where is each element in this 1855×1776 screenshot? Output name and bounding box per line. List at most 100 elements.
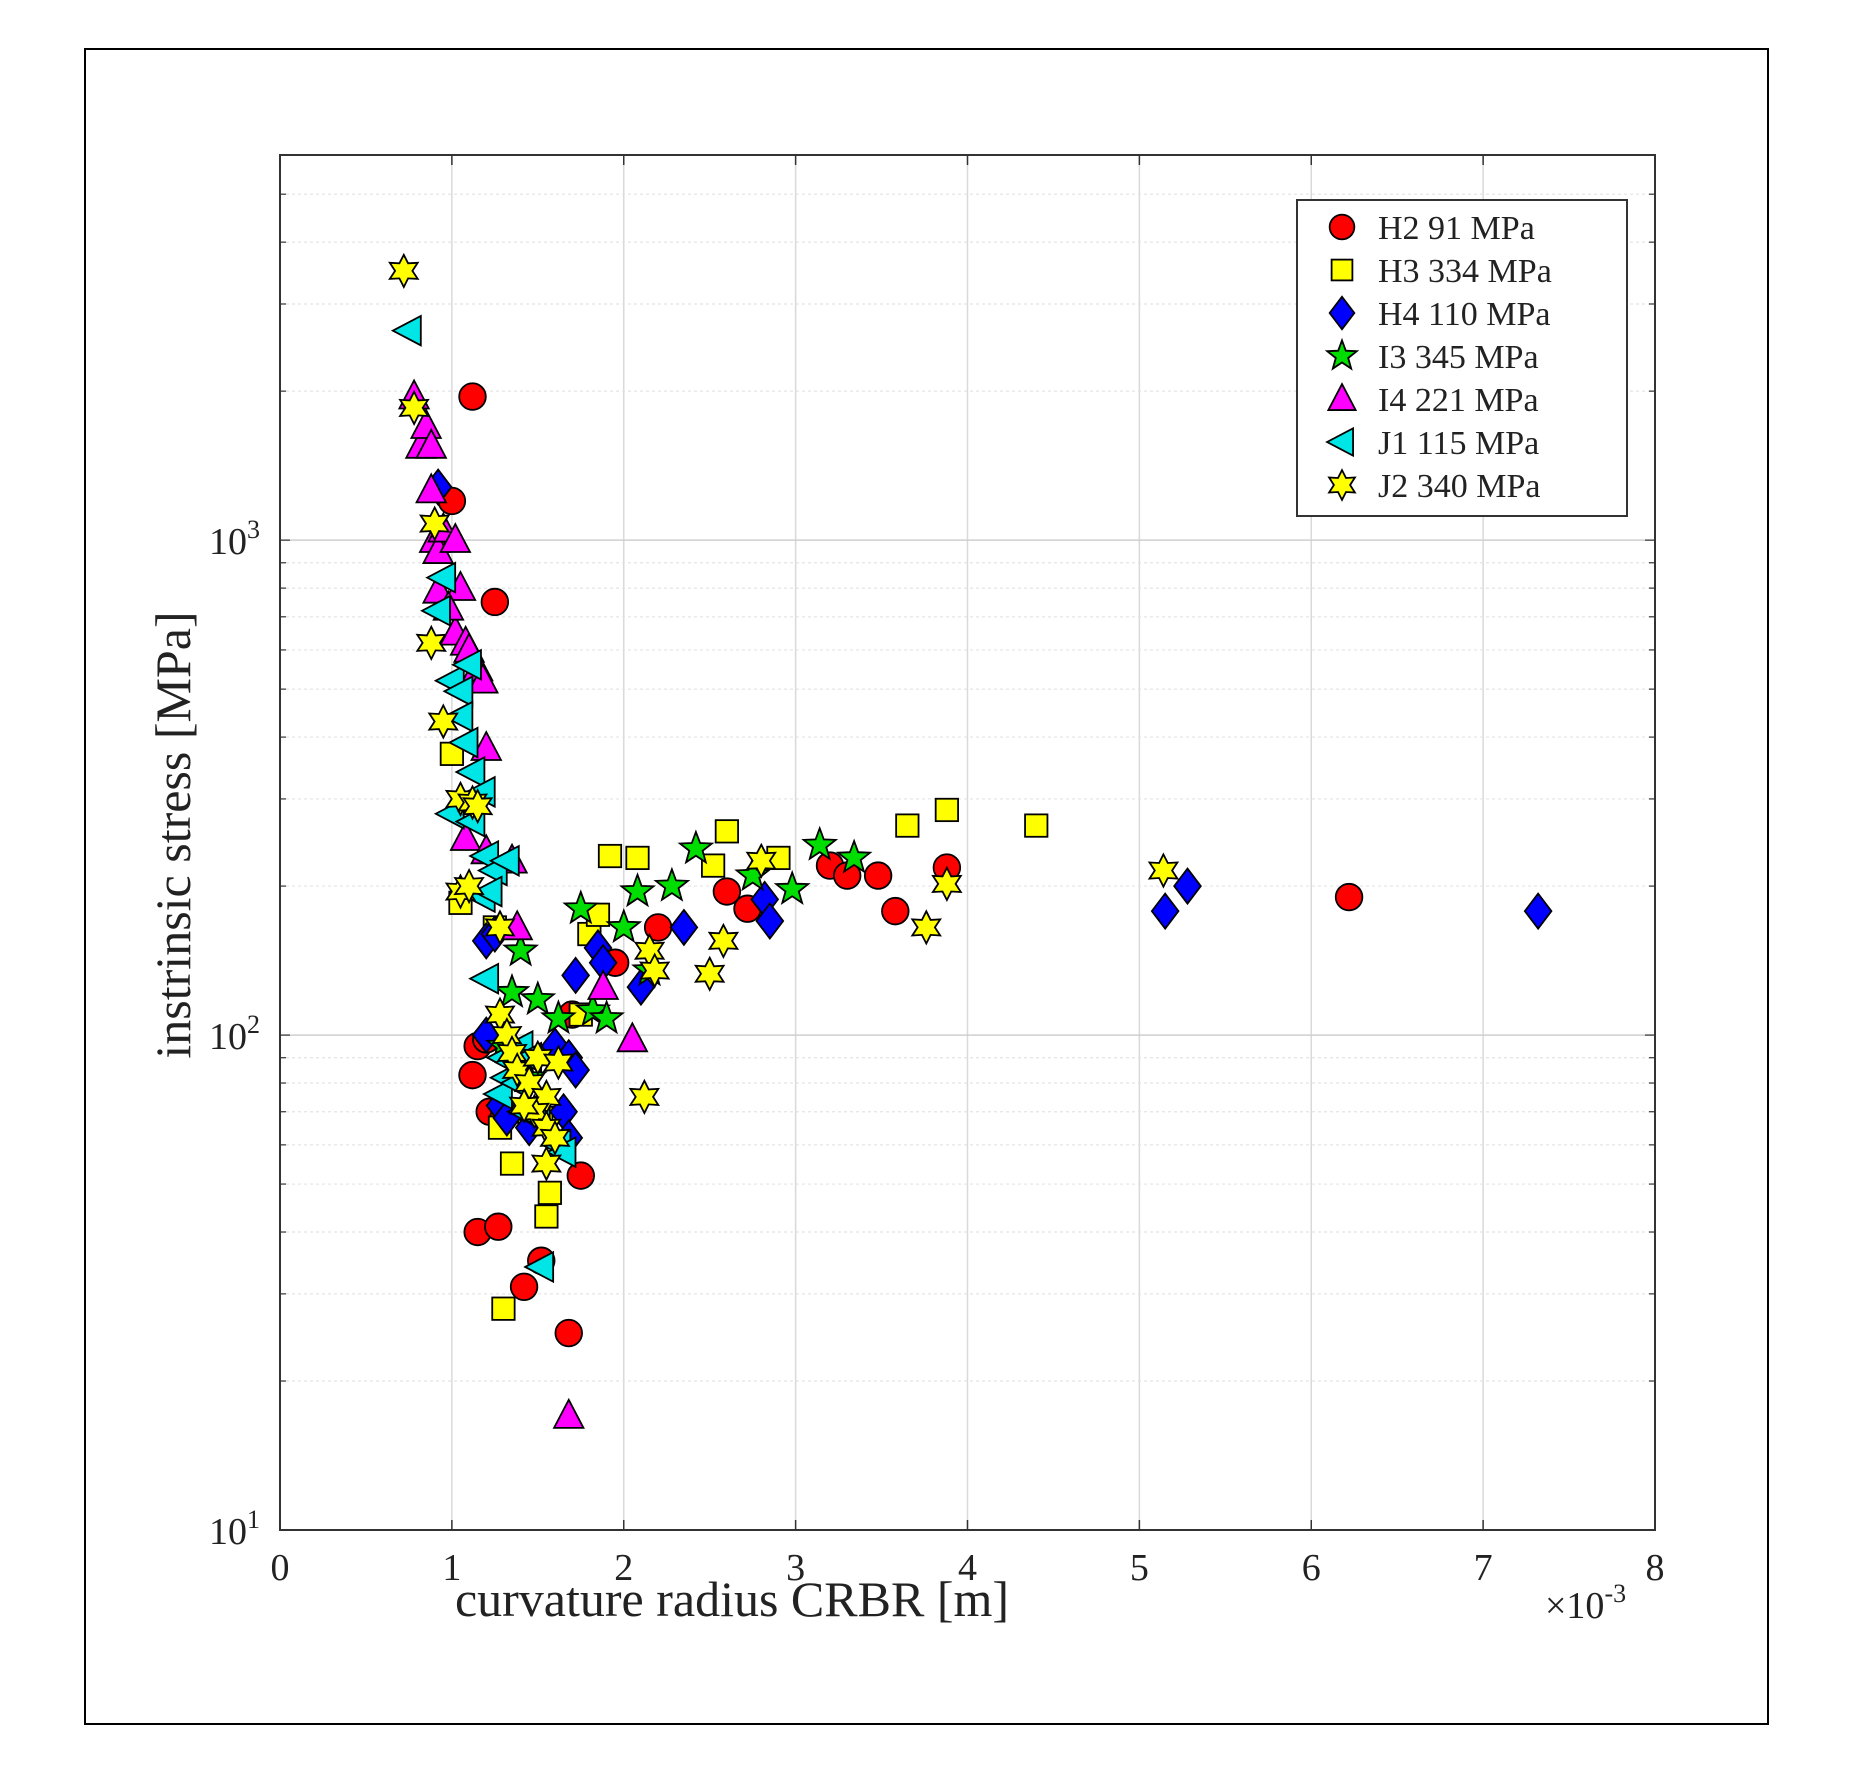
- data-point: [540, 999, 577, 1035]
- x-tick-label: 8: [1646, 1547, 1665, 1589]
- data-point: [638, 952, 671, 989]
- data-point: [471, 875, 503, 908]
- data-point: [522, 1039, 554, 1076]
- data-point: [773, 869, 811, 906]
- data-point: [588, 999, 625, 1035]
- legend-box: [1296, 199, 1628, 517]
- data-point: [390, 314, 422, 347]
- data-point: [418, 505, 451, 542]
- legend-marker-icon: [1328, 295, 1356, 331]
- data-point: [586, 969, 620, 1000]
- data-point: [458, 382, 487, 411]
- data-point: [420, 594, 451, 627]
- data-point: [707, 922, 740, 959]
- data-point: [523, 1250, 555, 1284]
- data-point: [552, 1397, 585, 1429]
- data-point: [461, 788, 494, 825]
- legend-label: J1 115 MPa: [1378, 425, 1539, 462]
- x-tick-label: 3: [786, 1547, 805, 1589]
- data-point: [454, 755, 486, 789]
- data-point: [447, 726, 479, 759]
- data-point: [562, 889, 600, 925]
- legend-label: H3 334 MPa: [1378, 253, 1552, 290]
- data-point: [605, 908, 643, 944]
- legend-label: J2 340 MPa: [1378, 468, 1540, 505]
- data-point: [1147, 852, 1180, 889]
- data-point: [677, 829, 715, 865]
- legend-marker-icon: [1325, 426, 1354, 458]
- data-point: [537, 1180, 562, 1205]
- data-point: [458, 1060, 487, 1090]
- data-point: [910, 909, 942, 946]
- legend-label: H2 91 MPa: [1378, 210, 1535, 247]
- y-tick-label: 102: [209, 1010, 260, 1058]
- data-point: [442, 675, 474, 708]
- x-tick-label: 5: [1130, 1547, 1149, 1589]
- data-point: [863, 861, 893, 890]
- data-point: [597, 843, 623, 869]
- data-point: [425, 561, 457, 594]
- y-tick-label: 101: [209, 1505, 260, 1553]
- data-point: [502, 931, 540, 967]
- data-point: [398, 389, 430, 426]
- x-tick-label: 0: [271, 1547, 290, 1589]
- data-point: [519, 980, 557, 1016]
- x-tick-label: 7: [1474, 1547, 1493, 1589]
- x-axis-multiplier: ×10-3: [1545, 1579, 1626, 1627]
- data-point: [1024, 813, 1049, 838]
- legend-label: H4 110 MPa: [1378, 296, 1551, 333]
- legend-marker-icon: [1326, 382, 1358, 411]
- data-point: [619, 872, 656, 908]
- axis-ticks: 0 1 2 3 4 5 6 7 8 101 102 103: [209, 155, 1665, 1589]
- x-tick-label: 2: [614, 1547, 633, 1589]
- series-3: [423, 468, 1553, 1157]
- data-point: [653, 866, 691, 902]
- data-point: [427, 703, 459, 740]
- data-point: [415, 472, 448, 504]
- data-point: [669, 908, 699, 947]
- data-point: [534, 1204, 559, 1229]
- data-point: [488, 844, 520, 877]
- data-point: [745, 842, 777, 879]
- legend: H2 91 MPa H3 334 MPa H4 110 MPa I3 345 MPa I…: [1296, 199, 1628, 517]
- data-point: [466, 662, 500, 694]
- data-point: [481, 1077, 513, 1111]
- legend-marker-icon: [1327, 468, 1357, 502]
- data-point: [539, 1119, 571, 1156]
- data-point: [499, 1151, 525, 1176]
- data-point: [714, 819, 739, 844]
- data-point: [895, 813, 920, 838]
- data-point: [701, 853, 726, 878]
- data-point: [491, 1296, 516, 1321]
- data-point: [626, 968, 656, 1007]
- data-point: [1334, 882, 1364, 912]
- data-point: [530, 1145, 563, 1182]
- y-tick-label: 103: [209, 515, 260, 563]
- data-point: [415, 427, 448, 459]
- data-point: [480, 587, 510, 617]
- data-point: [1173, 867, 1202, 906]
- data-point: [442, 700, 474, 733]
- data-point: [881, 896, 910, 926]
- data-point: [625, 845, 650, 871]
- data-point: [693, 955, 726, 992]
- data-point: [755, 902, 785, 940]
- data-point: [451, 648, 482, 681]
- legend-label: I3 345 MPa: [1378, 339, 1539, 376]
- data-point: [628, 1078, 661, 1115]
- data-point: [484, 1212, 513, 1241]
- data-point: [616, 1021, 649, 1053]
- data-point: [484, 909, 516, 946]
- legend-label: I4 221 MPa: [1378, 382, 1539, 419]
- data-point: [470, 730, 503, 761]
- data-point: [712, 877, 742, 906]
- data-point: [554, 1318, 583, 1348]
- data-point: [415, 624, 447, 661]
- data-point: [509, 1272, 539, 1302]
- series-7: [388, 252, 1180, 1182]
- data-point: [561, 956, 591, 995]
- data-point: [931, 865, 963, 902]
- x-tick-label: 1: [442, 1547, 461, 1589]
- x-tick-label: 6: [1302, 1547, 1321, 1589]
- data-point: [934, 797, 959, 823]
